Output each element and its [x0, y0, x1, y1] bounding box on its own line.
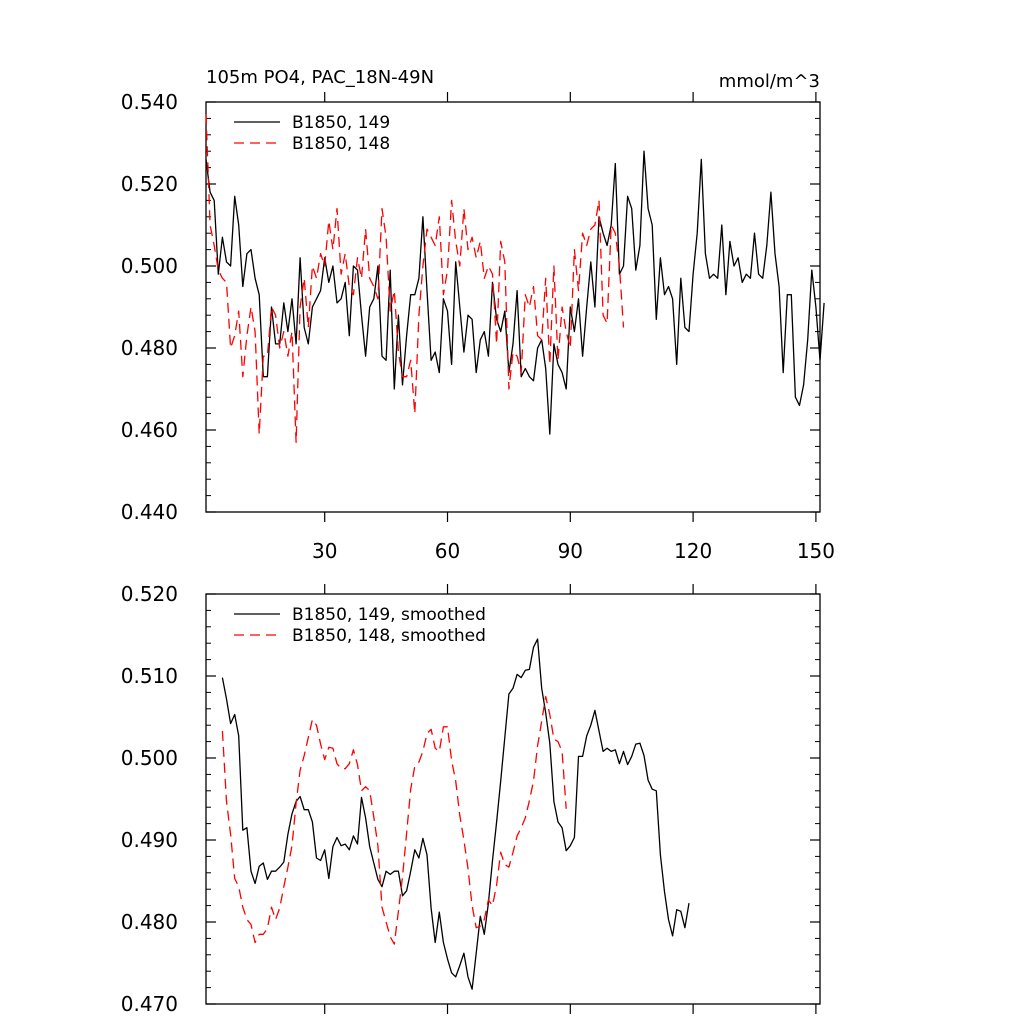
- top-y-axis: 0.440 0.460 0.480 0.500 0.520 0.540: [121, 90, 820, 524]
- y-tick-label: 0.470: [121, 992, 178, 1016]
- y-tick-label: 0.490: [121, 828, 178, 852]
- top-plot-frame: [205, 101, 821, 513]
- x-tick-label: 120: [674, 539, 712, 563]
- y-tick-label: 0.480: [121, 336, 178, 360]
- x-tick-label: 90: [558, 539, 583, 563]
- chart-title: 105m PO4, PAC_18N-49N: [206, 67, 434, 88]
- series-line-b1850-149: [205, 150, 825, 435]
- bottom-plot-frame: [205, 593, 821, 1005]
- units-label: mmol/m^3: [719, 71, 820, 92]
- bottom-y-axis: 0.470 0.480 0.490 0.500 0.510 0.520: [121, 582, 820, 1016]
- bottom-legend: B1850, 149, smoothed B1850, 148, smoothe…: [234, 605, 486, 646]
- x-tick-label: 150: [797, 539, 835, 563]
- y-tick-label: 0.540: [121, 90, 178, 114]
- y-tick-label: 0.510: [121, 664, 178, 688]
- y-tick-label: 0.500: [121, 254, 178, 278]
- bottom-panel: 0.470 0.480 0.490 0.500 0.510 0.520 B1850, 14…: [121, 582, 821, 1016]
- legend-label-148-smoothed: B1850, 148, smoothed: [292, 626, 486, 646]
- y-tick-label: 0.520: [121, 582, 178, 606]
- legend-label-149-smoothed: B1850, 149, smoothed: [292, 605, 486, 625]
- y-tick-label: 0.480: [121, 910, 178, 934]
- x-tick-label: 30: [312, 539, 337, 563]
- y-tick-label: 0.500: [121, 746, 178, 770]
- series-line-b1850-148: [205, 114, 625, 443]
- y-tick-label: 0.460: [121, 418, 178, 442]
- y-tick-label: 0.520: [121, 172, 178, 196]
- series-line-b1850-148-smoothed: [221, 695, 567, 945]
- top-series-lines: [205, 114, 825, 443]
- top-legend: B1850, 149 B1850, 148: [234, 113, 390, 154]
- series-line-b1850-149-smoothed: [221, 638, 690, 990]
- top-x-axis: 30 60 90 120 150: [312, 92, 835, 563]
- y-tick-label: 0.440: [121, 500, 178, 524]
- bottom-x-axis: [324, 584, 817, 1014]
- bottom-series-lines: [221, 638, 690, 990]
- legend-label-149: B1850, 149: [292, 113, 390, 133]
- x-tick-label: 60: [435, 539, 460, 563]
- top-panel: 105m PO4, PAC_18N-49N mmol/m^3 0.440 0.46…: [121, 67, 835, 563]
- legend-label-148: B1850, 148: [292, 134, 390, 154]
